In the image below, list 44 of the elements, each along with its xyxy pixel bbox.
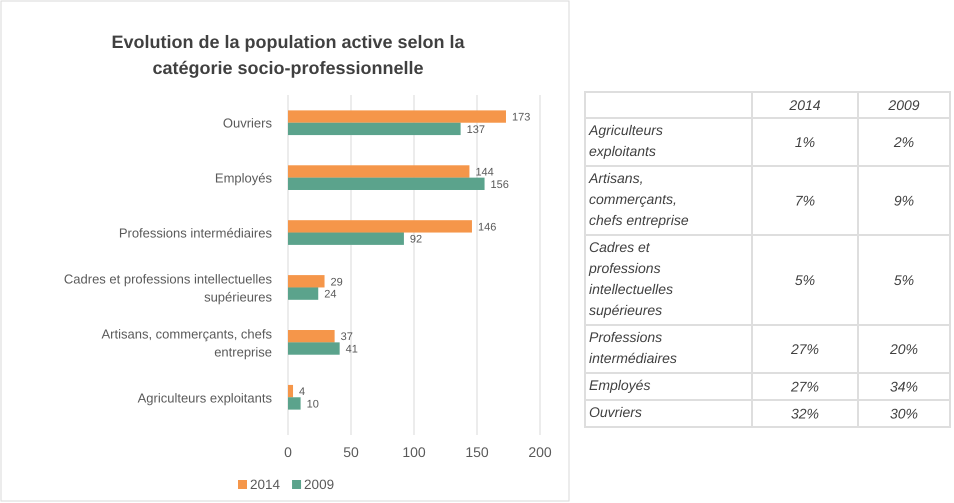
- data-label: 10: [306, 398, 319, 410]
- data-label: 92: [410, 234, 422, 246]
- y-tick-label: Professions intermédiaires: [118, 226, 272, 241]
- data-label: 5%: [794, 272, 816, 288]
- data-label: 27%: [790, 341, 820, 357]
- data-label: 20%: [888, 341, 918, 357]
- chart-title: Evolution de la population active selon la catégorie socio-professionnelle: [111, 32, 466, 78]
- data-label: 146: [478, 221, 496, 234]
- data-label: 30%: [890, 406, 918, 422]
- data-label: 5%: [894, 272, 914, 288]
- x-tick-label: 100: [402, 444, 426, 460]
- data-label: 24: [324, 288, 336, 301]
- data-label: 7%: [794, 192, 816, 208]
- x-tick-label: 50: [343, 444, 359, 460]
- x-tick-label: 0: [284, 444, 292, 460]
- y-tick-label: Employés: [589, 377, 650, 393]
- data-label: 34%: [890, 378, 918, 394]
- data-label: 173: [512, 112, 530, 124]
- data-label: 27%: [790, 378, 820, 394]
- y-tick-label: Ouvriers: [589, 404, 642, 420]
- data-label: 32%: [790, 406, 820, 422]
- data-label: 1%: [794, 134, 816, 150]
- y-tick-label: Agriculteurs exploitants: [588, 122, 663, 159]
- data-label: 41: [346, 344, 358, 356]
- y-tick-label: Ouvriers: [222, 116, 272, 131]
- y-tick-label: Employés: [214, 170, 272, 186]
- data-label: 37: [340, 331, 353, 344]
- data-label: 144: [475, 166, 494, 178]
- legend-label: 2009: [304, 477, 334, 492]
- data-label: 4: [299, 386, 306, 398]
- x-tick-label: 150: [465, 444, 489, 460]
- data-label: 137: [466, 124, 485, 136]
- y-tick-label: Agriculteurs exploitants: [138, 390, 272, 406]
- data-label: 29: [330, 276, 343, 288]
- legend-label: 2014: [250, 477, 281, 492]
- y-tick-label: Cadres et professions intellectuelles supérieures: [588, 239, 674, 318]
- data-label: 2%: [892, 134, 914, 150]
- y-tick-label: Artisans, commerçants, chefs entreprise: [588, 170, 689, 228]
- data-label: 156: [490, 178, 509, 191]
- x-tick-label: 200: [528, 444, 552, 460]
- y-tick-label: Artisans, commerçants, chefs entreprise: [102, 326, 272, 360]
- data-label: 9%: [894, 192, 914, 208]
- y-tick-label: Cadres et professions intellectuelles supérieures: [64, 271, 272, 304]
- y-tick-label: Professions intermédiaires: [589, 329, 677, 366]
